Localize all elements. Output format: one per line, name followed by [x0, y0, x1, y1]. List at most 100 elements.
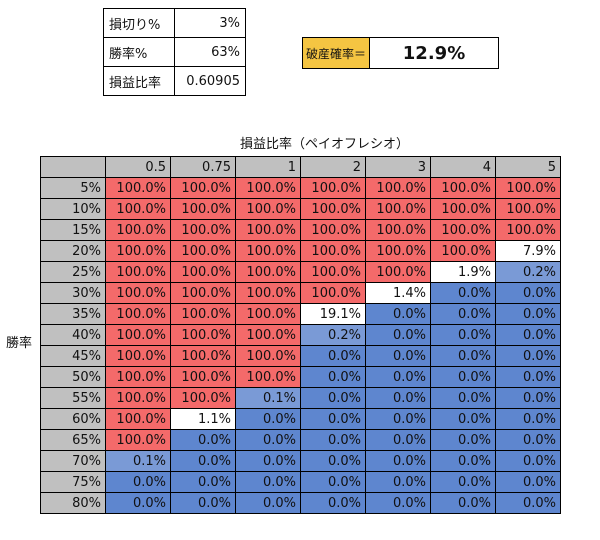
table-cell[interactable]: 0.0% [495, 366, 561, 388]
table-cell[interactable]: 19.1% [300, 303, 366, 325]
table-cell[interactable]: 0.0% [430, 471, 496, 493]
table-cell[interactable]: 0.0% [300, 366, 366, 388]
table-cell[interactable]: 100.0% [300, 177, 366, 199]
param-value[interactable]: 63% [174, 37, 246, 67]
table-cell[interactable]: 100.0% [235, 282, 301, 304]
table-cell[interactable]: 0.0% [235, 450, 301, 472]
table-cell[interactable]: 100.0% [105, 345, 171, 367]
table-cell[interactable]: 0.0% [235, 492, 301, 514]
table-cell[interactable]: 0.0% [495, 408, 561, 430]
table-cell[interactable]: 100.0% [430, 219, 496, 241]
table-cell[interactable]: 100.0% [170, 198, 236, 220]
table-cell[interactable]: 100.0% [170, 261, 236, 283]
table-cell[interactable]: 100.0% [300, 282, 366, 304]
table-cell[interactable]: 100.0% [170, 324, 236, 346]
table-cell[interactable]: 0.0% [495, 324, 561, 346]
table-cell[interactable]: 0.0% [365, 324, 431, 346]
table-cell[interactable]: 0.0% [235, 429, 301, 451]
table-cell[interactable]: 0.0% [430, 282, 496, 304]
table-cell[interactable]: 100.0% [235, 366, 301, 388]
table-cell[interactable]: 100.0% [430, 240, 496, 262]
table-cell[interactable]: 0.0% [365, 387, 431, 409]
table-cell[interactable]: 0.0% [170, 450, 236, 472]
table-cell[interactable]: 100.0% [235, 240, 301, 262]
table-cell[interactable]: 0.2% [300, 324, 366, 346]
table-cell[interactable]: 0.0% [430, 429, 496, 451]
table-cell[interactable]: 100.0% [105, 429, 171, 451]
table-cell[interactable]: 100.0% [105, 387, 171, 409]
table-cell[interactable]: 100.0% [235, 219, 301, 241]
table-cell[interactable]: 0.0% [495, 387, 561, 409]
table-cell[interactable]: 100.0% [300, 240, 366, 262]
table-cell[interactable]: 100.0% [105, 240, 171, 262]
table-cell[interactable]: 1.9% [430, 261, 496, 283]
table-cell[interactable]: 100.0% [170, 219, 236, 241]
table-cell[interactable]: 100.0% [170, 240, 236, 262]
table-cell[interactable]: 100.0% [235, 198, 301, 220]
table-cell[interactable]: 0.0% [495, 429, 561, 451]
table-cell[interactable]: 0.0% [300, 408, 366, 430]
table-cell[interactable]: 100.0% [235, 324, 301, 346]
table-cell[interactable]: 0.0% [495, 450, 561, 472]
table-cell[interactable]: 100.0% [105, 177, 171, 199]
param-value[interactable]: 3% [174, 8, 246, 38]
table-cell[interactable]: 100.0% [105, 261, 171, 283]
table-cell[interactable]: 0.0% [495, 303, 561, 325]
param-value[interactable]: 0.60905 [174, 66, 246, 96]
table-cell[interactable]: 100.0% [170, 282, 236, 304]
table-cell[interactable]: 100.0% [105, 303, 171, 325]
table-cell[interactable]: 100.0% [495, 219, 561, 241]
table-cell[interactable]: 100.0% [300, 198, 366, 220]
table-cell[interactable]: 1.4% [365, 282, 431, 304]
table-cell[interactable]: 0.0% [170, 492, 236, 514]
table-cell[interactable]: 0.0% [235, 471, 301, 493]
table-cell[interactable]: 0.0% [495, 345, 561, 367]
table-cell[interactable]: 100.0% [105, 324, 171, 346]
table-cell[interactable]: 100.0% [495, 177, 561, 199]
table-cell[interactable]: 100.0% [170, 387, 236, 409]
table-cell[interactable]: 100.0% [300, 261, 366, 283]
table-cell[interactable]: 0.0% [365, 492, 431, 514]
table-cell[interactable]: 0.0% [170, 471, 236, 493]
table-cell[interactable]: 0.0% [430, 324, 496, 346]
table-cell[interactable]: 0.1% [105, 450, 171, 472]
table-cell[interactable]: 0.0% [300, 429, 366, 451]
table-cell[interactable]: 0.0% [300, 492, 366, 514]
table-cell[interactable]: 0.0% [365, 408, 431, 430]
table-cell[interactable]: 0.0% [430, 387, 496, 409]
table-cell[interactable]: 0.0% [365, 303, 431, 325]
table-cell[interactable]: 0.0% [300, 450, 366, 472]
table-cell[interactable]: 100.0% [105, 408, 171, 430]
table-cell[interactable]: 0.0% [300, 345, 366, 367]
table-cell[interactable]: 100.0% [105, 198, 171, 220]
table-cell[interactable]: 100.0% [170, 345, 236, 367]
table-cell[interactable]: 100.0% [105, 366, 171, 388]
table-cell[interactable]: 0.0% [430, 408, 496, 430]
table-cell[interactable]: 100.0% [365, 177, 431, 199]
table-cell[interactable]: 100.0% [235, 345, 301, 367]
table-cell[interactable]: 0.0% [495, 282, 561, 304]
table-cell[interactable]: 0.0% [300, 387, 366, 409]
table-cell[interactable]: 0.0% [235, 408, 301, 430]
table-cell[interactable]: 0.1% [235, 387, 301, 409]
table-cell[interactable]: 0.0% [430, 450, 496, 472]
table-cell[interactable]: 0.0% [430, 492, 496, 514]
table-cell[interactable]: 0.0% [430, 366, 496, 388]
table-cell[interactable]: 0.0% [170, 429, 236, 451]
table-cell[interactable]: 0.0% [365, 471, 431, 493]
table-cell[interactable]: 100.0% [235, 261, 301, 283]
table-cell[interactable]: 0.0% [300, 471, 366, 493]
ruin-probability-value[interactable]: 12.9% [370, 38, 499, 68]
table-cell[interactable]: 0.0% [495, 492, 561, 514]
table-cell[interactable]: 1.1% [170, 408, 236, 430]
table-cell[interactable]: 100.0% [365, 219, 431, 241]
table-cell[interactable]: 100.0% [170, 303, 236, 325]
table-cell[interactable]: 100.0% [105, 219, 171, 241]
table-cell[interactable]: 0.0% [105, 471, 171, 493]
table-cell[interactable]: 0.0% [430, 345, 496, 367]
table-cell[interactable]: 0.0% [105, 492, 171, 514]
table-cell[interactable]: 100.0% [235, 303, 301, 325]
table-cell[interactable]: 100.0% [365, 240, 431, 262]
table-cell[interactable]: 100.0% [170, 177, 236, 199]
table-cell[interactable]: 100.0% [365, 198, 431, 220]
